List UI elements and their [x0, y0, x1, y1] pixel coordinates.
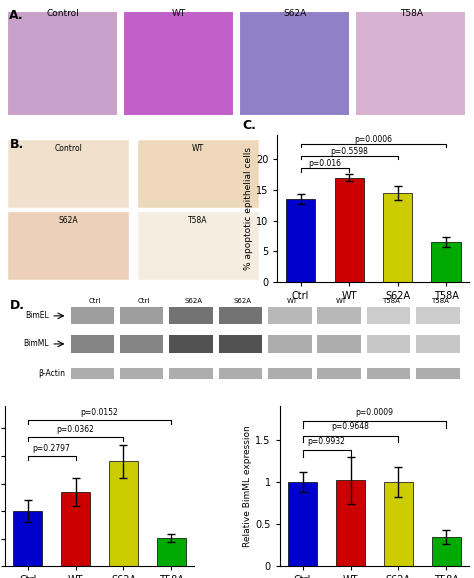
Text: T58A: T58A [188, 216, 208, 225]
Bar [431, 242, 461, 281]
Bar [137, 211, 259, 280]
Bar [318, 307, 361, 324]
Bar [219, 368, 262, 380]
Y-axis label: Relative BimML expression: Relative BimML expression [244, 425, 253, 547]
Text: WT: WT [172, 9, 186, 18]
Text: S62A: S62A [234, 298, 252, 304]
Bar [367, 307, 410, 324]
Text: Ctrl: Ctrl [137, 298, 150, 304]
Bar [268, 307, 311, 324]
Text: β-Actin: β-Actin [38, 369, 65, 379]
Bar [71, 335, 114, 353]
Text: C.: C. [243, 119, 257, 132]
Bar [416, 368, 460, 380]
Bar [219, 307, 262, 324]
Bar [123, 12, 234, 116]
Bar [416, 335, 460, 353]
Bar [239, 12, 350, 116]
Bar [7, 12, 118, 116]
Bar [367, 335, 410, 353]
Bar [286, 199, 315, 281]
Text: Ctrl: Ctrl [88, 298, 100, 304]
Bar [157, 538, 186, 566]
Text: S62A: S62A [283, 9, 307, 18]
Bar [432, 537, 461, 566]
Text: S62A: S62A [58, 216, 78, 225]
Bar [7, 211, 129, 280]
Bar [120, 307, 164, 324]
Bar [169, 307, 213, 324]
Text: T58A: T58A [431, 298, 449, 304]
Bar [383, 193, 412, 281]
Text: p=0.0006: p=0.0006 [354, 135, 392, 144]
Text: D.: D. [9, 299, 24, 312]
Bar [318, 335, 361, 353]
Text: B.: B. [10, 138, 24, 151]
Bar [336, 480, 365, 566]
Bar [13, 511, 42, 566]
Text: BimML: BimML [23, 339, 49, 349]
Text: S62A: S62A [184, 298, 202, 304]
Text: p=0.0009: p=0.0009 [356, 408, 393, 417]
Bar [384, 482, 413, 566]
Bar [219, 335, 262, 353]
Bar [169, 368, 213, 380]
Bar [71, 307, 114, 324]
Bar [416, 307, 460, 324]
Bar [268, 368, 311, 380]
Bar [120, 335, 164, 353]
Bar [288, 482, 317, 566]
Text: WT: WT [191, 143, 204, 153]
Bar [71, 368, 114, 380]
Text: T58A: T58A [400, 9, 423, 18]
Text: T58A: T58A [382, 298, 400, 304]
Text: A.: A. [9, 9, 24, 22]
Bar [120, 368, 164, 380]
Bar [169, 335, 213, 353]
Bar [268, 335, 311, 353]
Text: p=0.5598: p=0.5598 [330, 147, 368, 156]
Text: Control: Control [55, 143, 82, 153]
Text: WT: WT [286, 298, 297, 304]
Bar [367, 368, 410, 380]
Bar [109, 461, 138, 566]
Text: p=0.9648: p=0.9648 [332, 423, 369, 431]
Text: WT: WT [336, 298, 347, 304]
Bar [61, 492, 90, 566]
Bar [7, 139, 129, 208]
Text: p=0.2797: p=0.2797 [33, 444, 71, 453]
Bar [318, 368, 361, 380]
Text: BimEL: BimEL [25, 312, 49, 320]
Text: p=0.016: p=0.016 [309, 159, 341, 168]
Text: p=0.0362: p=0.0362 [57, 425, 94, 434]
Text: p=0.0152: p=0.0152 [81, 408, 118, 417]
Text: p=0.9932: p=0.9932 [308, 437, 346, 446]
Bar [335, 177, 364, 281]
Bar [137, 139, 259, 208]
Y-axis label: % apoptotic epithelial cells: % apoptotic epithelial cells [244, 147, 253, 270]
Text: Control: Control [46, 9, 79, 18]
Bar [356, 12, 466, 116]
